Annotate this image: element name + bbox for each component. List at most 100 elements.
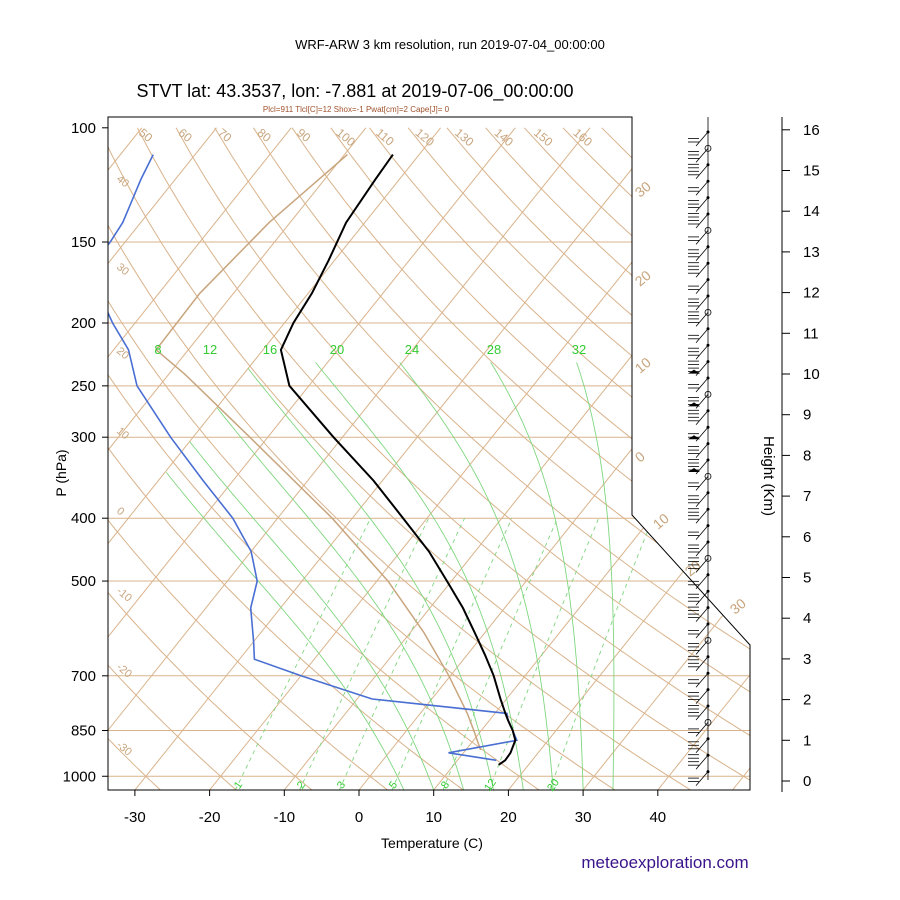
dry-adiabat-label: 100 bbox=[334, 126, 359, 150]
wind-barb-staff bbox=[695, 328, 709, 344]
temperature-line bbox=[279, 154, 517, 766]
wind-barb-staff bbox=[695, 574, 709, 590]
isotherm-right-label: 0 bbox=[632, 448, 648, 465]
height-tick-label: 3 bbox=[803, 651, 811, 668]
wind-station-dot bbox=[706, 655, 710, 659]
x-tick-label: 0 bbox=[355, 809, 363, 826]
wind-barb bbox=[688, 360, 710, 376]
wind-barb-staff bbox=[695, 377, 709, 393]
dry-adiabat-line bbox=[108, 127, 750, 790]
thermo-grid bbox=[108, 127, 750, 790]
wind-barb bbox=[688, 327, 710, 344]
dewpoint-line bbox=[108, 154, 518, 762]
x-tick-label: 30 bbox=[575, 809, 592, 826]
dry-adiabat-label: 150 bbox=[531, 126, 556, 150]
mixing-ratio-line bbox=[442, 518, 559, 790]
sounding-profiles bbox=[108, 154, 518, 766]
wind-barb bbox=[688, 294, 710, 311]
isotherm-line bbox=[433, 127, 750, 790]
dry-adiabat-line bbox=[108, 127, 464, 790]
wind-station-dot bbox=[706, 278, 710, 282]
height-tick-label: 12 bbox=[803, 285, 820, 302]
height-tick-label: 7 bbox=[803, 488, 811, 505]
calm-wind-circle bbox=[704, 472, 712, 480]
dry-adiabat-line bbox=[330, 127, 750, 790]
wind-barb bbox=[688, 472, 712, 491]
wind-barb bbox=[688, 308, 712, 327]
dry-adiabat-label: 70 bbox=[215, 126, 234, 146]
moist-adiabat-line bbox=[576, 362, 615, 790]
wind-barb-staff bbox=[695, 344, 709, 360]
y-axis-title: P (hPa) bbox=[53, 449, 69, 496]
wind-barb bbox=[688, 343, 710, 360]
dry-adiabat-line bbox=[108, 127, 161, 790]
isotherm-line bbox=[108, 127, 367, 790]
wind-station-dot bbox=[706, 524, 710, 528]
y-tick-label: 400 bbox=[71, 510, 96, 527]
y-tick-label: 200 bbox=[71, 315, 96, 332]
height-tick-label: 14 bbox=[803, 203, 820, 220]
moist-adiabat-label: 12 bbox=[203, 342, 217, 357]
dry-adiabat-line bbox=[291, 127, 750, 790]
wind-station-dot bbox=[706, 688, 710, 692]
wind-barb bbox=[688, 655, 710, 672]
wind-barb-staff bbox=[695, 492, 709, 508]
moist-adiabat-label: 16 bbox=[263, 342, 277, 357]
wind-barb-staff bbox=[695, 262, 709, 278]
wind-station-dot bbox=[706, 753, 710, 757]
isotherm-left-label: 30 bbox=[114, 261, 131, 278]
wind-station-dot bbox=[706, 622, 710, 626]
wind-station-dot bbox=[706, 458, 710, 462]
moist-adiabat-line bbox=[189, 441, 435, 790]
wind-barb-staff bbox=[695, 656, 709, 672]
mixing-ratio-line bbox=[391, 518, 513, 790]
isotherm-left-label: -20 bbox=[114, 661, 134, 680]
x-tick-label: -10 bbox=[273, 809, 295, 826]
wind-station-dot bbox=[706, 442, 710, 446]
wind-barb bbox=[688, 573, 710, 590]
wind-station-dot bbox=[706, 540, 710, 544]
chart-subtitle: STVT lat: 43.3537, lon: -7.881 at 2019-0… bbox=[137, 81, 574, 102]
wind-station-dot bbox=[706, 704, 710, 708]
height-tick-label: 6 bbox=[803, 529, 811, 546]
dry-adiabat-line bbox=[485, 127, 750, 790]
wind-station-dot bbox=[706, 327, 710, 331]
wind-barb bbox=[688, 212, 710, 229]
wind-barb bbox=[688, 130, 710, 147]
x-tick-label: 20 bbox=[500, 809, 517, 826]
wind-barb-staff bbox=[695, 771, 709, 786]
wind-barb bbox=[688, 704, 710, 721]
height-tick-label: 11 bbox=[803, 325, 819, 342]
x-tick-label: -30 bbox=[124, 809, 146, 826]
isotherm-line bbox=[732, 127, 750, 790]
moist-adiabat-label: 24 bbox=[405, 342, 419, 357]
wind-barb bbox=[688, 390, 712, 409]
dry-adiabat-line bbox=[108, 127, 540, 790]
mixing-ratio-label: 8 bbox=[439, 779, 452, 791]
wind-barb-pennant bbox=[688, 435, 700, 440]
height-tick-label: 9 bbox=[803, 407, 811, 424]
wind-barb bbox=[688, 196, 710, 212]
wind-barb bbox=[688, 442, 710, 458]
wind-barb bbox=[688, 144, 712, 163]
isotherm-right-label: 30 bbox=[727, 595, 749, 617]
wind-station-dot bbox=[706, 409, 710, 413]
height-tick-label: 5 bbox=[803, 570, 811, 587]
wind-barb bbox=[688, 409, 710, 426]
dry-adiabat-line bbox=[108, 127, 691, 790]
x-axis-title: Temperature (C) bbox=[381, 835, 483, 851]
isotherm-line bbox=[108, 127, 292, 790]
wind-barb bbox=[688, 737, 710, 754]
dry-adiabat-label: 90 bbox=[294, 126, 313, 146]
calm-wind-circle bbox=[704, 637, 712, 644]
dry-adiabat-line bbox=[214, 127, 750, 790]
y-tick-label: 300 bbox=[71, 429, 96, 446]
calm-wind-circle bbox=[704, 308, 712, 316]
dry-adiabat-label: 140 bbox=[492, 126, 517, 150]
wind-barb bbox=[688, 753, 710, 770]
wind-barb-staff bbox=[695, 246, 709, 262]
wind-barb bbox=[688, 226, 712, 245]
moist-adiabat-line bbox=[490, 362, 584, 790]
wind-barb-staff bbox=[695, 607, 709, 622]
